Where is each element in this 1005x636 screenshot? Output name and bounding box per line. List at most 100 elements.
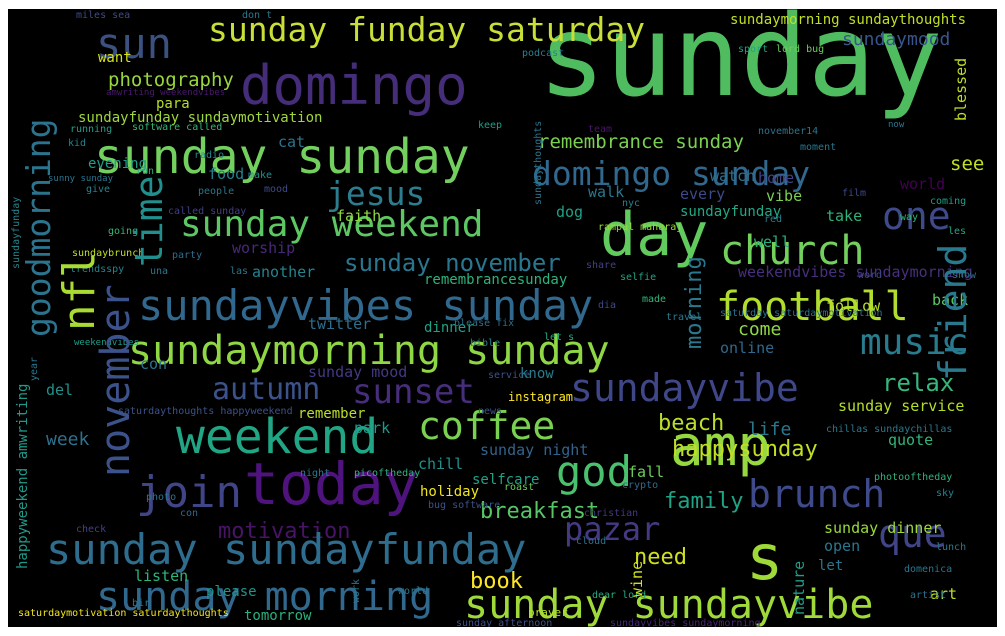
word-21: sunset [352,372,475,412]
word-70: online [720,339,775,357]
word-48: cat [278,133,306,151]
word-37: pazar [564,510,661,548]
word-58: vibe [766,187,803,205]
vertical-word-4: friend [931,243,975,381]
word-59: walk [588,183,625,201]
word-6: sundayfunday sundaymotivation [78,110,323,126]
word-69: dinner [424,320,475,336]
word-13: church [720,228,865,274]
word-133: word [858,270,883,281]
word-11: day [600,200,709,270]
word-166: con [180,508,199,519]
word-66: back [932,291,969,309]
word-42: book [470,569,523,594]
word-19: sundaymorning sunday [128,328,610,374]
word-153: photo [146,492,177,503]
vertical-word-0: goodmorning [19,118,58,337]
word-0: sunday [538,9,943,122]
word-8: domingo sunday [532,154,811,193]
word-7: para [156,96,190,112]
word-141: weekendvibes [74,338,140,348]
word-147: picoftheday [354,468,421,479]
word-43: sunday morning [96,574,434,620]
word-162: dear lord [592,590,647,601]
word-54: home [758,169,795,187]
word-75: park [354,419,391,437]
word-122: red [764,214,783,225]
word-117: dog [556,203,584,221]
word-161: bir [132,598,151,609]
word-22: sundayvibe [570,366,799,410]
word-39: sunday sundayfunday [46,525,527,574]
word-145: news [478,406,503,417]
word-130: share [586,260,617,271]
word-109: lord bug [776,44,825,55]
word-143: del [46,381,74,399]
word-164: sundayvibes sundaymorning [610,618,761,628]
vertical-word-13: sundayfunday [11,196,22,269]
word-36: motivation [218,519,351,544]
word-44: sunday sundayvibe [464,582,874,627]
word-83: quote [888,431,934,449]
word-118: film [842,188,867,199]
word-165: saturdaymotivation saturdaythoughts [18,608,229,619]
word-50: food [208,165,245,183]
vertical-word-8: happyweekend amwriting [15,383,31,569]
word-73: con [140,355,168,373]
word-61: take [826,207,863,225]
word-107: podcast [522,48,565,59]
word-110: keep [478,120,503,131]
word-148: roast [504,482,535,493]
word-151: sky [936,488,955,499]
word-85: sunday dinner [824,519,942,537]
word-120: way [900,212,919,223]
word-52: worship [232,239,296,257]
word-5: photography [108,69,234,91]
word-40: s [746,521,784,594]
word-125: party [172,250,203,261]
word-20: autumn [212,372,321,407]
word-24: coffee [418,404,556,448]
vertical-word-9: blessed [952,57,970,121]
word-47: want [98,50,132,66]
word-129: rampal maharaj [598,222,683,233]
word-137: please fix [454,318,515,329]
word-49: see [950,153,985,175]
word-25: amp [670,414,772,479]
word-9: remembrance sunday [538,131,744,153]
word-18: music [860,322,969,363]
word-89: listen [134,567,189,585]
word-99: called sunday [168,206,247,217]
word-63: weekendvibes sundaymorning [738,263,973,281]
word-60: sundayfunday [680,204,782,220]
word-92: instagram [508,390,574,404]
word-90: please [206,584,257,600]
word-134: show [952,270,977,281]
word-57: every [680,185,726,203]
word-156: bug software [428,500,501,511]
word-104: amwriting weekendvibes [106,88,226,98]
word-77: sunday night [480,441,589,459]
word-31: join [136,467,242,518]
word-101: running [70,124,113,135]
word-146: night [300,468,331,479]
word-55: watch [710,167,756,185]
word-64: another [252,263,316,281]
word-1: domingo [240,54,468,117]
word-51: faith [336,207,382,225]
word-149: crypto [622,480,659,491]
word-167: world [398,586,429,597]
word-82: life [748,419,792,440]
word-124: sundaybrunch [72,248,145,259]
word-38: que [878,512,947,556]
word-67: follow [826,297,881,315]
word-88: art [930,585,958,603]
word-119: coming [930,196,967,207]
word-106: don t [242,10,273,21]
word-46: sundaymood [842,29,951,50]
word-123: going [108,226,139,237]
vertical-word-7: wine [628,560,646,597]
word-160: artist [910,590,947,601]
word-2: sunday funday saturday [208,10,646,49]
word-132: made [642,294,667,305]
